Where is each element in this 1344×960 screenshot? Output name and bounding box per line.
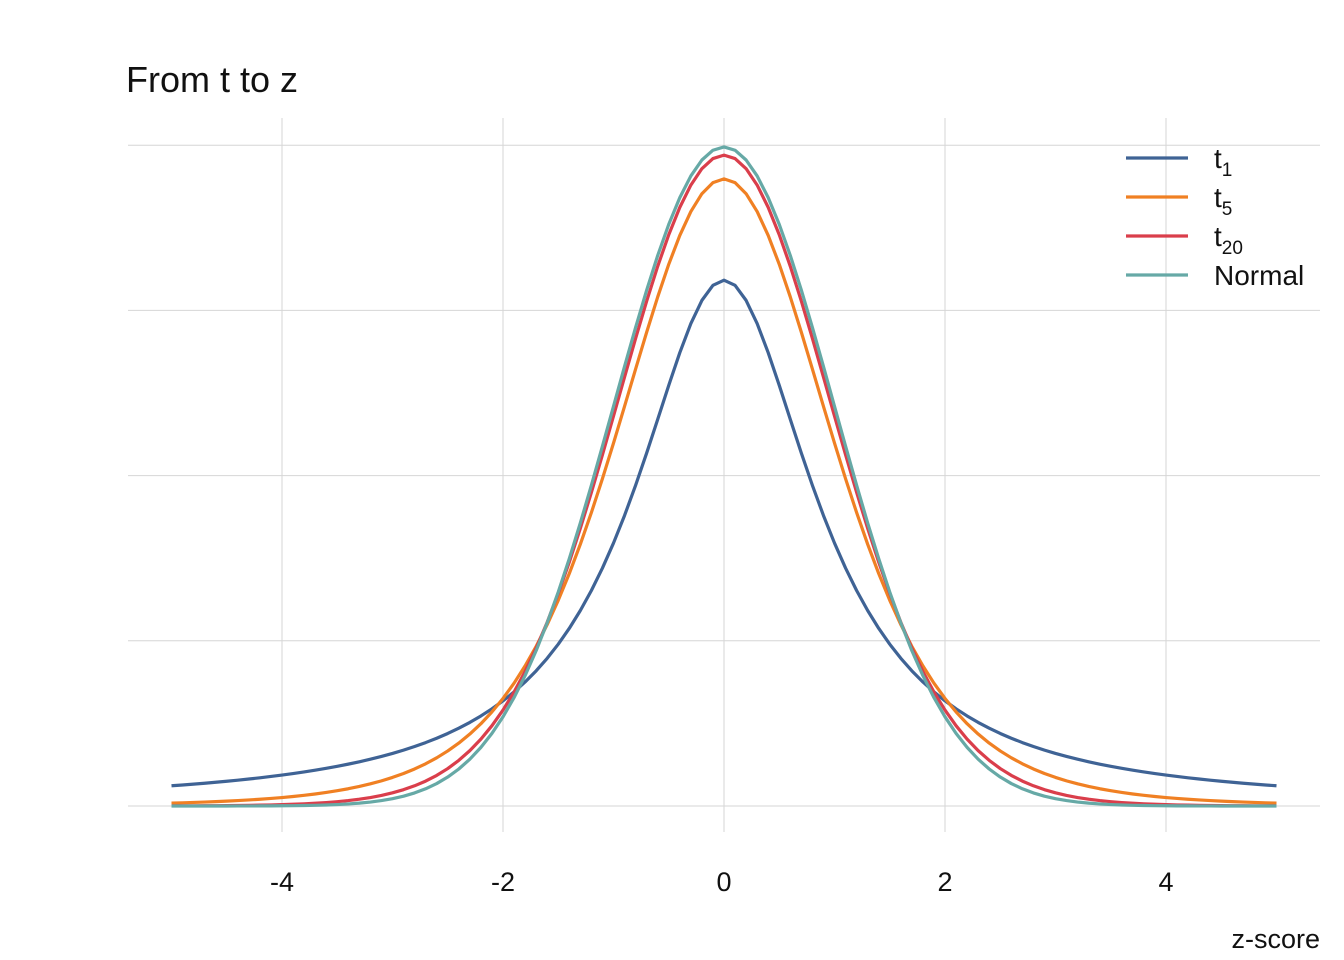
series-line-t20 — [171, 153, 1277, 808]
x-tick-label: -4 — [270, 867, 294, 897]
x-tick-label: 0 — [716, 867, 731, 897]
legend-label: t5 — [1214, 182, 1232, 220]
legend-label: Normal — [1214, 260, 1304, 291]
x-tick-label: 4 — [1158, 867, 1173, 897]
x-axis-title: z-score — [1231, 924, 1320, 954]
legend-label: t1 — [1214, 143, 1232, 181]
x-tick-label: 2 — [937, 867, 952, 897]
series-line-t5 — [171, 177, 1277, 805]
x-tick-label: -2 — [491, 867, 515, 897]
x-tick-labels: -4 -2 0 2 4 — [270, 867, 1174, 897]
series-line-t1 — [171, 278, 1277, 788]
chart-title: From t to z — [126, 59, 298, 100]
series-line-normal — [171, 145, 1277, 808]
grid-lines — [128, 118, 1320, 832]
curves — [171, 145, 1277, 808]
legend-label: t20 — [1214, 221, 1243, 259]
